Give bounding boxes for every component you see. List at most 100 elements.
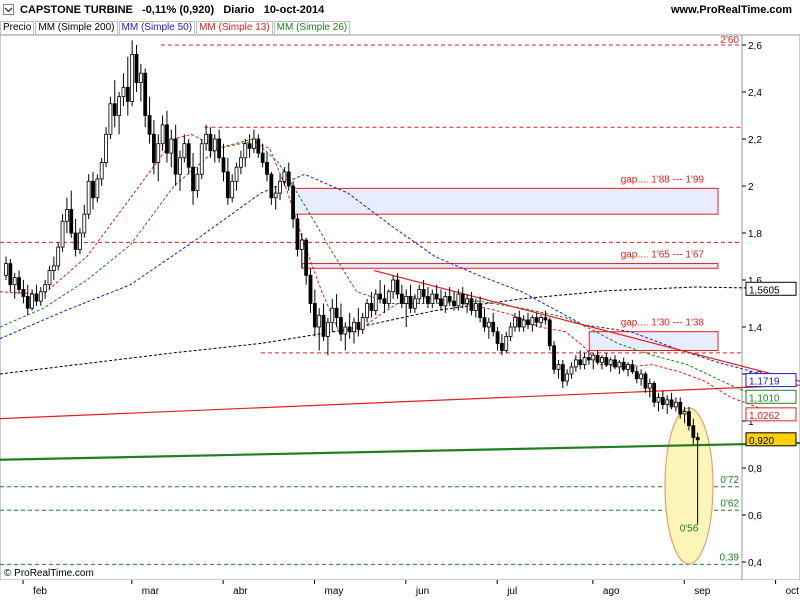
candle-body bbox=[565, 373, 570, 382]
candle-body bbox=[608, 359, 613, 365]
candle-body bbox=[104, 133, 108, 163]
candle-body bbox=[626, 364, 630, 370]
candle-body bbox=[530, 317, 535, 326]
candle-body bbox=[212, 138, 217, 152]
y-tick-label: 2,4 bbox=[748, 88, 762, 99]
candle-body bbox=[330, 307, 335, 323]
candle-body bbox=[169, 138, 174, 154]
gap-label: gap.... 1'88 --- 1'99 bbox=[621, 174, 705, 185]
candle-body bbox=[521, 319, 526, 328]
y-tick-label: 1,4 bbox=[748, 323, 762, 334]
ma-line bbox=[0, 286, 784, 375]
candle-body bbox=[556, 364, 561, 370]
y-tick-label: 2 bbox=[748, 182, 754, 193]
candle-body bbox=[543, 317, 548, 321]
price-axis-box bbox=[745, 373, 797, 388]
price-axis-value: 1,1719 bbox=[749, 377, 780, 388]
candle-body bbox=[660, 397, 665, 405]
y-tick-label: 0,6 bbox=[748, 511, 762, 522]
site-url[interactable]: www.ProRealTime.com bbox=[670, 4, 792, 16]
candle-body bbox=[60, 220, 65, 248]
x-tick-label: sep bbox=[694, 586, 711, 597]
legend-item[interactable]: MM (Simple 26) bbox=[273, 21, 351, 35]
candle-body bbox=[452, 300, 456, 307]
candle-body bbox=[652, 382, 657, 403]
candle-body bbox=[404, 296, 409, 304]
candle-body bbox=[630, 364, 635, 373]
candle-body bbox=[473, 303, 478, 311]
candle-body bbox=[112, 103, 117, 116]
price-axis-box bbox=[745, 281, 797, 296]
price-axis-labels: 1,5605 1,1719 1,1010 1,0262 0,920 bbox=[745, 281, 797, 447]
candle-body bbox=[687, 411, 691, 427]
candle-body bbox=[178, 157, 182, 175]
candle-body bbox=[412, 298, 417, 309]
chart-title: CAPSTONE TURBINE -0,11% (0,920) Diario 1… bbox=[20, 4, 325, 16]
candle-body bbox=[325, 321, 330, 337]
candle-body bbox=[273, 192, 278, 199]
candle-body bbox=[526, 319, 530, 326]
candle-body bbox=[204, 133, 209, 145]
candle-body bbox=[517, 317, 522, 328]
candle-body bbox=[613, 359, 617, 368]
candle-body bbox=[547, 319, 552, 347]
candle-body bbox=[234, 166, 239, 182]
menu-icon[interactable] bbox=[3, 4, 14, 15]
candle-body bbox=[308, 274, 313, 304]
candle-body bbox=[12, 277, 17, 286]
candle-body bbox=[195, 173, 200, 192]
candle-body bbox=[65, 209, 69, 222]
candle-body bbox=[86, 180, 91, 215]
legend-item[interactable]: MM (Simple 200) bbox=[35, 21, 118, 35]
gap-zones: gap.... 1'88 --- 1'99 gap.... 1'65 --- 1'… bbox=[292, 174, 719, 352]
price-axis-value: 1,1010 bbox=[749, 393, 780, 404]
price-axis-value: 0,920 bbox=[749, 436, 774, 447]
candle-body bbox=[639, 373, 643, 380]
candle-body bbox=[269, 173, 274, 199]
candle-body bbox=[121, 86, 126, 98]
candle-body bbox=[430, 293, 435, 304]
candle-body bbox=[578, 359, 583, 365]
legend-item[interactable]: Precio bbox=[0, 21, 35, 35]
x-tick-label: mar bbox=[142, 586, 160, 597]
candle-body bbox=[156, 143, 161, 163]
candle-body bbox=[17, 277, 21, 290]
candle-body bbox=[669, 399, 674, 408]
candle-body bbox=[678, 401, 683, 415]
candle-body bbox=[91, 180, 95, 199]
price-axis-box bbox=[745, 389, 797, 404]
candle-body bbox=[182, 143, 187, 159]
legend-item[interactable]: MM (Simple 50) bbox=[118, 21, 196, 35]
level-label: 0'62 bbox=[720, 498, 739, 509]
level-label: 0'72 bbox=[720, 475, 739, 486]
candle-body bbox=[426, 296, 430, 304]
candle-body bbox=[295, 218, 300, 250]
candle-body bbox=[495, 331, 500, 344]
candle-body bbox=[682, 411, 687, 415]
candle-body bbox=[647, 382, 652, 389]
candle-body bbox=[247, 143, 252, 149]
candle-body bbox=[95, 178, 100, 199]
candle-body bbox=[352, 321, 356, 333]
candle-body bbox=[382, 298, 387, 304]
candle-body bbox=[491, 321, 496, 333]
gap-box bbox=[292, 187, 719, 215]
low-label: 0'56 bbox=[680, 523, 699, 534]
candle-body bbox=[69, 209, 74, 234]
candle-body bbox=[256, 138, 261, 154]
candle-body bbox=[482, 317, 487, 328]
candle-body bbox=[443, 296, 448, 307]
candle-body bbox=[347, 326, 352, 333]
candle-body bbox=[369, 303, 374, 311]
candle-body bbox=[591, 354, 596, 361]
x-tick-label: jul bbox=[506, 586, 517, 597]
legend-item[interactable]: MM (Simple 13) bbox=[196, 21, 273, 35]
candle-body bbox=[260, 152, 265, 163]
time-axis bbox=[0, 580, 800, 600]
candle-body bbox=[378, 293, 383, 300]
candle-body bbox=[230, 180, 235, 199]
candle-body bbox=[560, 364, 565, 382]
y-tick-label: 0,8 bbox=[748, 464, 762, 475]
x-tick-label: ago bbox=[603, 586, 620, 597]
